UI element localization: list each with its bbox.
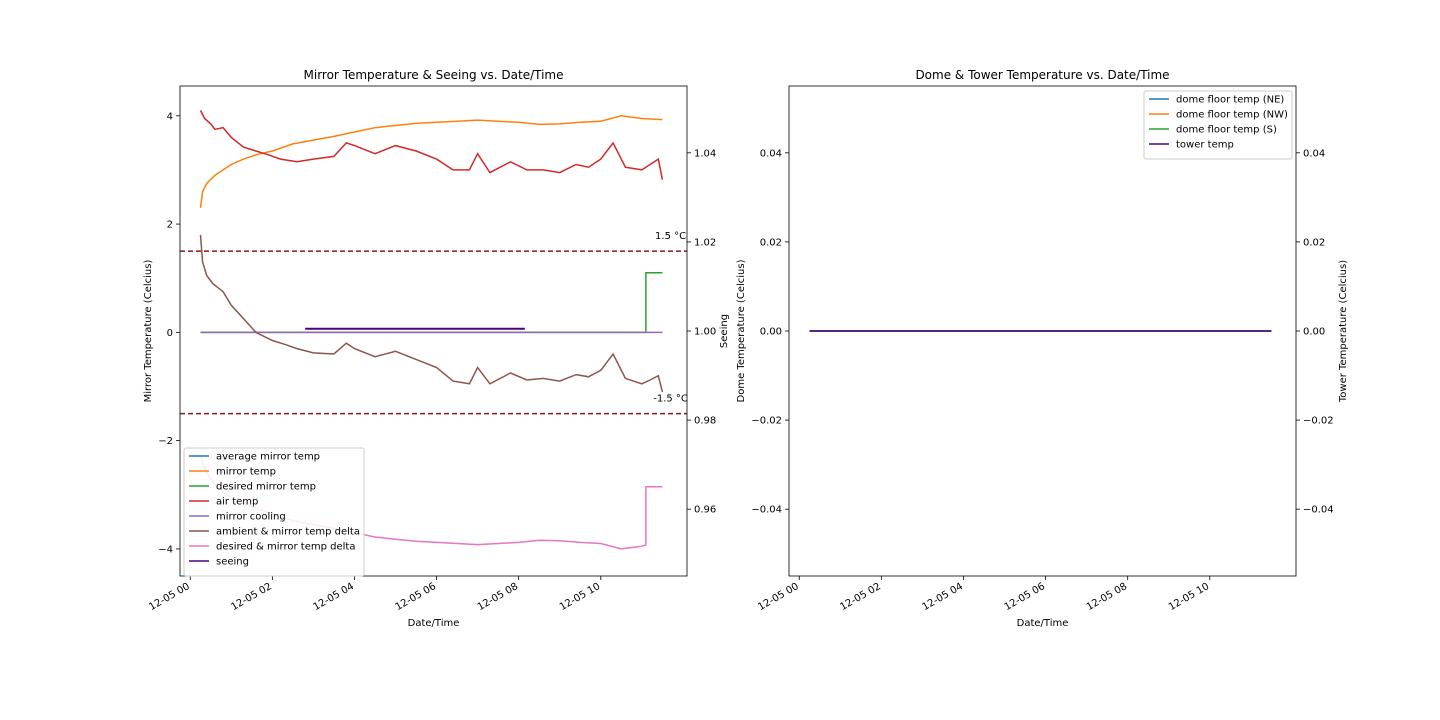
y2-tick-label: 0.00 [1303, 327, 1325, 338]
legend-entry: tower temp [1176, 140, 1234, 151]
y-tick-label: 2 [167, 220, 173, 231]
y2-tick-label: 1.04 [694, 148, 716, 159]
y2-tick-label: 1.00 [694, 327, 716, 338]
legend-entry: seeing [216, 557, 249, 568]
y-tick-label: −2 [158, 436, 173, 447]
y-tick-label: 0.04 [760, 148, 782, 159]
legend-entry: ambient & mirror temp delta [216, 527, 360, 538]
legend-entry: average mirror temp [216, 452, 320, 463]
y2-tick-label: −0.02 [1303, 416, 1334, 427]
chart-title: Mirror Temperature & Seeing vs. Date/Tim… [304, 68, 564, 82]
series-line [199, 234, 664, 393]
x-axis-label: Date/Time [408, 618, 460, 629]
legend-entry: mirror cooling [216, 512, 286, 523]
reference-line-label: 1.5 °C [655, 231, 686, 242]
y2-tick-label: 0.04 [1303, 148, 1325, 159]
y2-tick-label: 0.96 [694, 505, 716, 516]
y-tick-label: −0.04 [751, 505, 782, 516]
y-tick-label: −4 [158, 544, 173, 555]
y-axis-label: Dome Temperature (Celcius) [736, 259, 747, 402]
y-tick-label: 0 [167, 328, 173, 339]
y2-tick-label: 0.02 [1303, 237, 1325, 248]
x-axis-label: Date/Time [1017, 618, 1069, 629]
legend: dome floor temp (NE) dome floor temp (NW)… [1143, 90, 1293, 160]
legend-entry: dome floor temp (NE) [1176, 95, 1284, 106]
legend-entry: desired mirror temp [216, 482, 316, 493]
legend-entry: air temp [216, 497, 258, 508]
legend-box [1143, 90, 1293, 160]
chart-title: Dome & Tower Temperature vs. Date/Time [915, 68, 1169, 82]
legend-entry: dome floor temp (S) [1176, 125, 1277, 136]
y-tick-label: 4 [167, 111, 173, 122]
legend: average mirror temp mirror temp desired mi… [183, 447, 365, 577]
legend-entry: dome floor temp (NW) [1176, 110, 1288, 121]
y2-tick-label: 1.02 [694, 237, 716, 248]
y-tick-label: 0.02 [760, 237, 782, 248]
y2-tick-label: −0.04 [1303, 505, 1334, 516]
y-tick-label: 0.00 [760, 327, 782, 338]
y2-tick-label: 0.98 [694, 416, 716, 427]
series-line [199, 110, 664, 180]
reference-line-label: -1.5 °C [653, 393, 688, 404]
y-axis-label: Mirror Temperature (Celcius) [143, 260, 154, 403]
y2-axis-label: Tower Temperature (Celcius) [1338, 260, 1349, 403]
y2-axis-label: Seeing [719, 314, 730, 348]
legend-entry: mirror temp [216, 467, 276, 478]
legend-entry: desired & mirror temp delta [216, 542, 355, 553]
series-line [199, 115, 663, 208]
legend-box [183, 447, 365, 577]
y-tick-label: −0.02 [751, 416, 782, 427]
